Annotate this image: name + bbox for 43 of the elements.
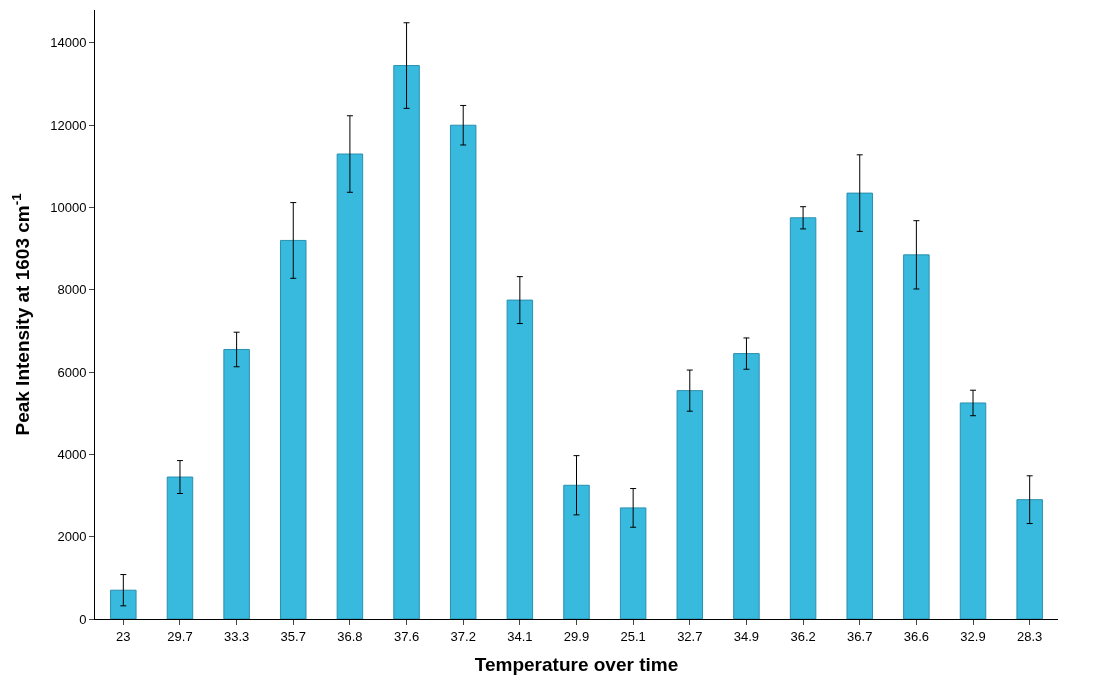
bar <box>846 192 873 619</box>
bar <box>393 65 420 619</box>
x-tick-label: 25.1 <box>620 628 646 644</box>
y-tick-label: 0 <box>79 611 87 627</box>
bar <box>506 299 534 619</box>
bar <box>166 476 194 619</box>
bar <box>903 254 930 619</box>
y-tick-label: 10000 <box>50 200 87 216</box>
bar <box>280 239 307 619</box>
y-tick-label: 8000 <box>57 282 87 298</box>
x-tick-label: 36.2 <box>790 628 816 644</box>
x-axis-title: Temperature over time <box>474 654 679 676</box>
bar <box>563 484 590 619</box>
y-tick-label: 6000 <box>57 364 87 380</box>
bar <box>223 348 250 619</box>
x-tick-label: 32.9 <box>960 628 986 644</box>
bar <box>1016 499 1043 619</box>
x-tick-label: 36.6 <box>903 628 930 644</box>
x-tick-label: 29.7 <box>167 628 193 644</box>
bar <box>959 402 987 619</box>
x-tick-label: 23 <box>116 628 131 644</box>
x-tick-label: 35.7 <box>280 628 306 644</box>
x-tick-label: 34.9 <box>733 628 760 644</box>
bar <box>110 589 137 619</box>
bar <box>619 507 647 619</box>
x-tick-label: 28.3 <box>1017 628 1043 644</box>
bar <box>449 124 477 619</box>
y-tick-label: 4000 <box>57 446 87 462</box>
x-tick-label: 37.6 <box>393 628 420 644</box>
x-tick-label: 33.3 <box>223 628 250 644</box>
x-tick-label: 29.9 <box>563 628 590 644</box>
bar <box>789 217 817 619</box>
x-tick-label: 32.7 <box>677 628 703 644</box>
bar <box>676 390 704 619</box>
x-tick-label: 37.2 <box>450 628 476 644</box>
y-tick-label: 2000 <box>57 529 87 545</box>
bar <box>336 153 364 619</box>
x-tick-label: 36.7 <box>847 628 873 644</box>
y-tick-label: 12000 <box>50 117 87 133</box>
x-tick-label: 34.1 <box>507 628 533 644</box>
bar <box>733 353 760 619</box>
x-tick-label: 36.8 <box>337 628 363 644</box>
y-tick-label: 14000 <box>50 35 87 51</box>
